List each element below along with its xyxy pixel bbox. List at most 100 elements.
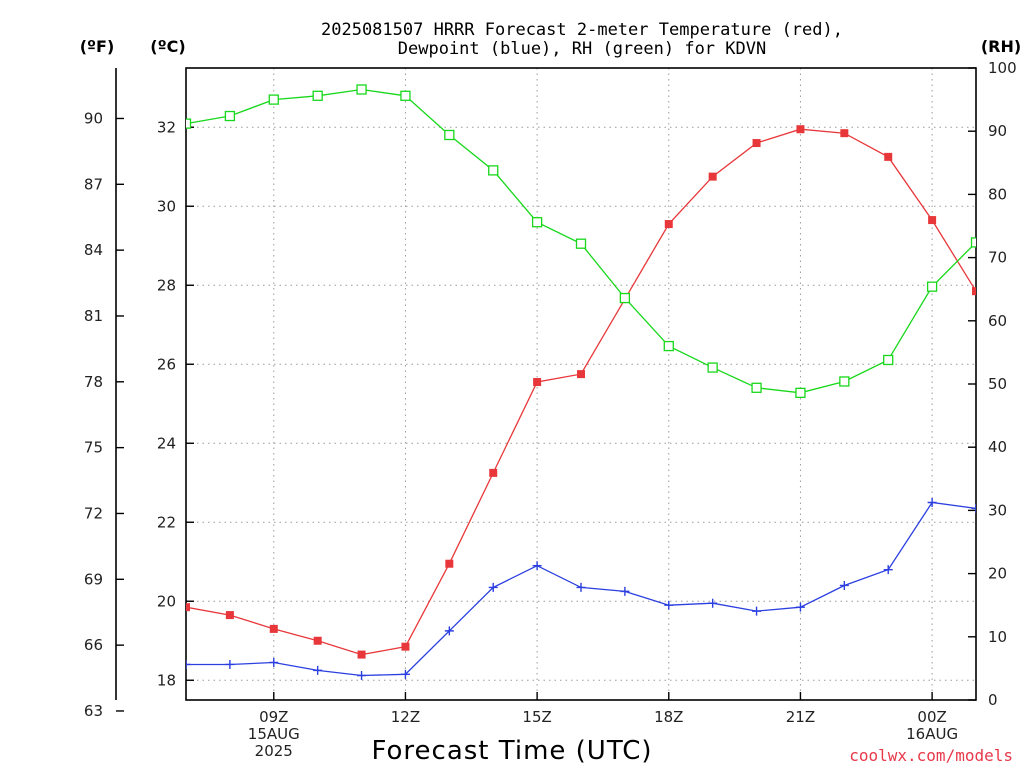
temperature-point bbox=[708, 172, 717, 181]
temperature-point bbox=[577, 370, 585, 379]
plot-frame bbox=[185, 67, 977, 701]
dewpoint-point bbox=[444, 626, 454, 636]
temperature-point bbox=[533, 378, 542, 387]
dewpoint-point bbox=[313, 665, 323, 675]
rh-point bbox=[224, 110, 236, 122]
credit-link[interactable]: coolwx.com/models bbox=[849, 746, 1013, 765]
rh-point bbox=[531, 217, 543, 228]
rh-tick-label: 20 bbox=[988, 565, 1007, 583]
temperature-point bbox=[357, 650, 366, 659]
dewpoint-point bbox=[225, 659, 235, 669]
rh-point bbox=[356, 84, 367, 95]
celsius-tick-label: 22 bbox=[157, 513, 176, 531]
rh-point bbox=[883, 354, 894, 366]
dewpoint-point bbox=[883, 565, 893, 575]
rh-point bbox=[268, 94, 279, 105]
chart-title-line-2: Dewpoint (blue), RH (green) for KDVN bbox=[398, 39, 766, 59]
dewpoint-point bbox=[576, 582, 586, 592]
rh-tick-label: 60 bbox=[988, 312, 1007, 330]
temperature-point bbox=[840, 129, 849, 138]
time-tick-label: 16AUG bbox=[906, 725, 958, 743]
rh-tick-label: 70 bbox=[988, 249, 1007, 267]
fahrenheit-tick-label: 66 bbox=[84, 636, 103, 654]
temperature-point bbox=[225, 611, 234, 620]
fahrenheit-tick-label: 78 bbox=[84, 373, 103, 391]
celsius-axis-ticks: 18 20 22 24 26 28 30 32 bbox=[157, 118, 194, 689]
rh-tick-label: 80 bbox=[988, 185, 1007, 203]
rh-tick-label: 100 bbox=[988, 59, 1017, 77]
temperature-point bbox=[752, 139, 761, 148]
dewpoint-point bbox=[269, 657, 279, 667]
x-axis-label: Forecast Time (UTC) bbox=[371, 736, 652, 766]
fahrenheit-axis-ticks: 63 66 69 72 75 78 81 84 87 90 bbox=[84, 109, 124, 720]
dewpoint-point bbox=[400, 669, 410, 679]
time-tick-label: 00Z bbox=[917, 708, 946, 726]
temperature-point bbox=[928, 216, 937, 225]
temperature-line bbox=[186, 128, 976, 656]
rh-point bbox=[619, 292, 631, 304]
rh-point bbox=[751, 382, 762, 393]
rh-point bbox=[186, 118, 192, 129]
rh-point bbox=[839, 376, 850, 387]
rh-tick-label: 50 bbox=[988, 375, 1007, 393]
temperature-point bbox=[269, 624, 278, 633]
series-layer bbox=[186, 84, 976, 681]
fahrenheit-tick-label: 81 bbox=[84, 307, 103, 325]
celsius-tick-label: 28 bbox=[157, 276, 176, 294]
rh-series bbox=[186, 84, 976, 398]
rh-tick-label: 10 bbox=[988, 628, 1007, 646]
rh-point bbox=[488, 165, 499, 176]
fahrenheit-tick-label: 84 bbox=[84, 241, 103, 259]
celsius-tick-label: 26 bbox=[157, 355, 176, 373]
dewpoint-point bbox=[532, 561, 542, 571]
time-tick-label: 21Z bbox=[786, 708, 815, 726]
time-tick-label: 15Z bbox=[522, 708, 551, 726]
rh-tick-label: 0 bbox=[988, 691, 998, 709]
dewpoint-point bbox=[839, 580, 849, 590]
grid-lines bbox=[186, 68, 976, 700]
rh-point bbox=[444, 129, 455, 141]
time-tick-label: 09Z bbox=[259, 708, 288, 726]
rh-point bbox=[926, 281, 938, 292]
rh-point bbox=[795, 387, 806, 398]
rh-unit-label: (RH) bbox=[981, 37, 1021, 56]
celsius-tick-label: 30 bbox=[157, 197, 176, 215]
temperature-point bbox=[489, 468, 498, 477]
dewpoint-point bbox=[488, 582, 498, 592]
celsius-tick-label: 32 bbox=[157, 118, 176, 136]
rh-point bbox=[663, 340, 674, 352]
dewpoint-point bbox=[620, 586, 630, 596]
fahrenheit-tick-label: 69 bbox=[84, 570, 103, 588]
time-tick-label: 2025 bbox=[255, 742, 293, 760]
fahrenheit-tick-label: 75 bbox=[84, 439, 103, 457]
rh-point bbox=[312, 90, 323, 101]
time-tick-label: 12Z bbox=[391, 708, 420, 726]
chart-title-line-1: 2025081507 HRRR Forecast 2-meter Tempera… bbox=[321, 20, 843, 40]
temperature-point bbox=[186, 603, 190, 612]
rh-point bbox=[970, 237, 976, 248]
time-tick-label: 18Z bbox=[654, 708, 683, 726]
dewpoint-point bbox=[708, 598, 718, 608]
temperature-point bbox=[445, 559, 454, 568]
fahrenheit-tick-label: 72 bbox=[84, 504, 103, 522]
temperature-point bbox=[796, 125, 805, 134]
temperature-series bbox=[186, 125, 976, 659]
dewpoint-point bbox=[357, 671, 367, 681]
temperature-point bbox=[972, 287, 976, 296]
dewpoint-point bbox=[664, 600, 674, 610]
fahrenheit-unit-label: (ºF) bbox=[80, 37, 115, 56]
rh-point bbox=[400, 90, 411, 101]
rh-point bbox=[575, 238, 587, 249]
temperature-point bbox=[401, 642, 410, 651]
fahrenheit-tick-label: 63 bbox=[84, 702, 103, 720]
temperature-point bbox=[884, 152, 893, 161]
rh-tick-label: 40 bbox=[988, 438, 1007, 456]
celsius-tick-label: 20 bbox=[157, 592, 176, 610]
dewpoint-series bbox=[186, 498, 976, 681]
dewpoint-point bbox=[186, 659, 191, 669]
dewpoint-point bbox=[752, 606, 762, 616]
dewpoint-point bbox=[927, 498, 937, 507]
fahrenheit-tick-label: 90 bbox=[84, 109, 103, 127]
